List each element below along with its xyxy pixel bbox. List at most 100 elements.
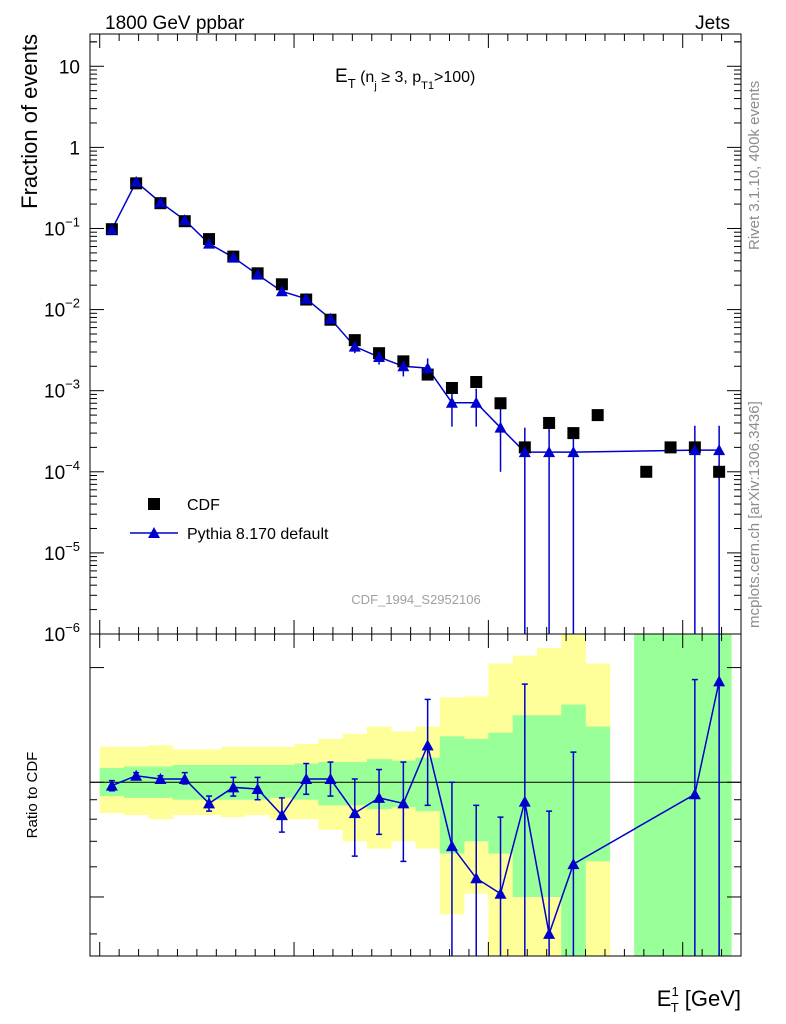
pythia-point <box>688 444 701 456</box>
pythia-point <box>203 237 216 249</box>
ratio-point <box>688 788 701 800</box>
x-label-unit: [GeV] <box>679 986 741 1011</box>
tick-label-base: 1 <box>69 138 80 159</box>
legend-cdf-label: CDF <box>187 497 220 514</box>
tick-label-exponent: −5 <box>65 539 80 554</box>
cdf-point <box>470 375 483 388</box>
pythia-point <box>130 175 143 187</box>
tick-label-exponent: −2 <box>65 296 80 311</box>
pythia-point <box>154 196 167 208</box>
ratio-point <box>348 807 361 819</box>
pythia-point <box>348 340 361 352</box>
ratio-panel-frame <box>89 633 742 957</box>
pythia-point <box>178 214 191 226</box>
ratio-point <box>494 887 507 899</box>
cdf-point <box>543 416 556 429</box>
cdf-point <box>591 409 604 422</box>
tick-label-base: 10 <box>44 463 65 484</box>
ratio-point <box>373 791 386 803</box>
ratio-point <box>275 809 288 821</box>
main-y-tick-label: 10−2 <box>44 296 80 322</box>
main-y-tick-label: 10 <box>59 57 80 78</box>
main-data <box>105 175 726 634</box>
x-label-sup: 1 <box>671 984 678 999</box>
cdf-point <box>275 278 288 291</box>
pythia-point <box>275 285 288 297</box>
pythia-point <box>494 421 507 433</box>
ratio-point <box>203 797 216 809</box>
pythia-point <box>567 446 580 458</box>
title-cond-close: >100) <box>434 69 475 86</box>
ratio-inner-band <box>634 634 659 956</box>
ratio-point <box>567 858 580 870</box>
ratio-point <box>105 779 118 791</box>
tick-label-base: 10 <box>59 57 80 78</box>
ratio-data <box>105 634 726 956</box>
pythia-point <box>397 360 410 372</box>
cdf-point <box>713 465 726 478</box>
x-label-sub: T <box>671 1000 679 1015</box>
tick-label-base: 10 <box>44 544 65 565</box>
pythia-point <box>373 351 386 363</box>
tick-label-exponent: −4 <box>65 458 80 473</box>
header-right-label: Jets <box>695 13 730 34</box>
ratio-point <box>251 783 264 795</box>
legend: CDF Pythia 8.170 default <box>130 497 329 543</box>
ratio-point <box>300 773 313 785</box>
main-y-tick-label: 10−4 <box>44 458 80 484</box>
title-cond-mid: ≥ 3, p <box>377 69 421 86</box>
ratio-point <box>445 840 458 852</box>
ratio-point <box>397 797 410 809</box>
cdf-point <box>348 334 361 347</box>
tick-label-base: 10 <box>44 382 65 403</box>
pythia-point <box>543 446 556 458</box>
pythia-line <box>111 180 720 453</box>
cdf-point <box>640 465 653 478</box>
side-label-mcplots: mcplots.cern.ch [arXiv:1306.3436] <box>746 401 763 628</box>
tick-label-base: 10 <box>44 219 65 240</box>
ratio-panel: Ratio to CDF E1 T [GeV] <box>24 633 742 1015</box>
legend-pythia-marker <box>148 527 160 538</box>
tick-label-base: 10 <box>44 625 65 646</box>
side-label-rivet: Rivet 3.1.10, 400k events <box>746 81 763 250</box>
ratio-point <box>421 739 434 751</box>
pythia-point <box>227 251 240 263</box>
analysis-watermark: CDF_1994_S2952106 <box>351 592 480 607</box>
tick-label-base: 10 <box>44 301 65 322</box>
pythia-point <box>518 446 531 458</box>
ratio-point <box>518 795 531 807</box>
main-y-tick-label: 10−5 <box>44 539 80 565</box>
pythia-point <box>713 444 726 456</box>
cdf-point <box>445 381 458 394</box>
main-y-tick-label: 10−6 <box>44 620 80 646</box>
pythia-point <box>324 312 337 324</box>
main-panel-title: ET (nj ≥ 3, pT1>100) <box>335 66 475 92</box>
ratio-point <box>324 773 337 785</box>
tick-label-exponent: −6 <box>65 620 80 635</box>
main-y-tick-label: 1 <box>69 138 80 159</box>
pythia-point <box>105 223 118 235</box>
main-y-tick-label: 10−3 <box>44 377 80 403</box>
pythia-point <box>445 396 458 408</box>
ratio-point <box>178 773 191 785</box>
tick-label-exponent: −1 <box>65 214 80 229</box>
cdf-point <box>664 441 677 454</box>
title-cond-p-sub: T1 <box>421 80 434 92</box>
main-y-tick-label: 10−1 <box>44 214 80 240</box>
title-main: E <box>335 66 348 87</box>
ratio-point <box>543 927 556 939</box>
pythia-point <box>470 396 483 408</box>
header-left-label: 1800 GeV ppbar <box>105 13 245 34</box>
ratio-inner-band <box>269 765 295 798</box>
ratio-y-ticks <box>90 667 741 935</box>
ratio-point <box>713 675 726 687</box>
legend-cdf-marker <box>148 498 160 510</box>
legend-pythia-label: Pythia 8.170 default <box>187 526 329 543</box>
x-label-main: E <box>657 986 672 1011</box>
main-x-ticks <box>99 34 742 634</box>
ratio-point <box>154 773 167 785</box>
ratio-inner-band <box>658 634 684 956</box>
